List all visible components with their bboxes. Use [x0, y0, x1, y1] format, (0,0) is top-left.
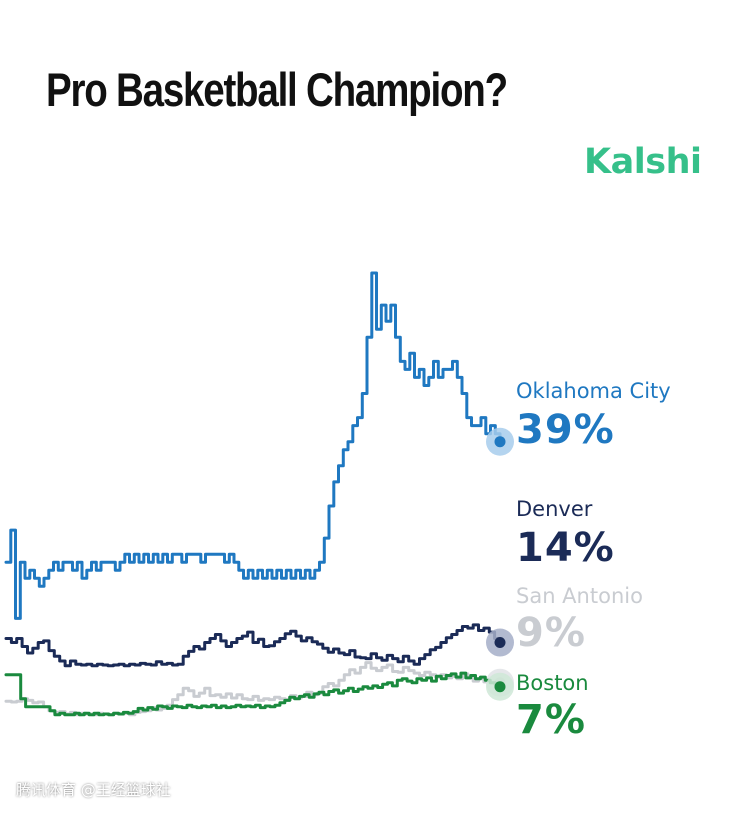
series-value-label-denver: 14% — [516, 525, 615, 571]
end-marker-boston — [494, 681, 506, 693]
series-name-label-denver: Denver — [516, 497, 593, 521]
series-line-oklahoma-city — [4, 271, 502, 620]
series-name-label-oklahoma-city: Oklahoma City — [516, 379, 671, 403]
series-line-boston — [4, 671, 502, 717]
series-name-label-boston: Boston — [516, 671, 589, 695]
end-marker-oklahoma-city — [494, 436, 506, 448]
watermark: 腾讯体育 @王经篮球社 — [16, 781, 171, 799]
series-value-label-san-antonio: 9% — [516, 610, 586, 656]
kalshi-logo: Kalshi — [584, 142, 702, 182]
series-name-label-san-antonio: San Antonio — [516, 584, 643, 608]
end-marker-denver — [494, 637, 506, 649]
series-value-label-boston: 7% — [516, 697, 586, 743]
series-line-denver — [4, 623, 502, 668]
page-title: Pro Basketball Champion? — [46, 63, 508, 116]
series-value-label-oklahoma-city: 39% — [516, 407, 615, 453]
